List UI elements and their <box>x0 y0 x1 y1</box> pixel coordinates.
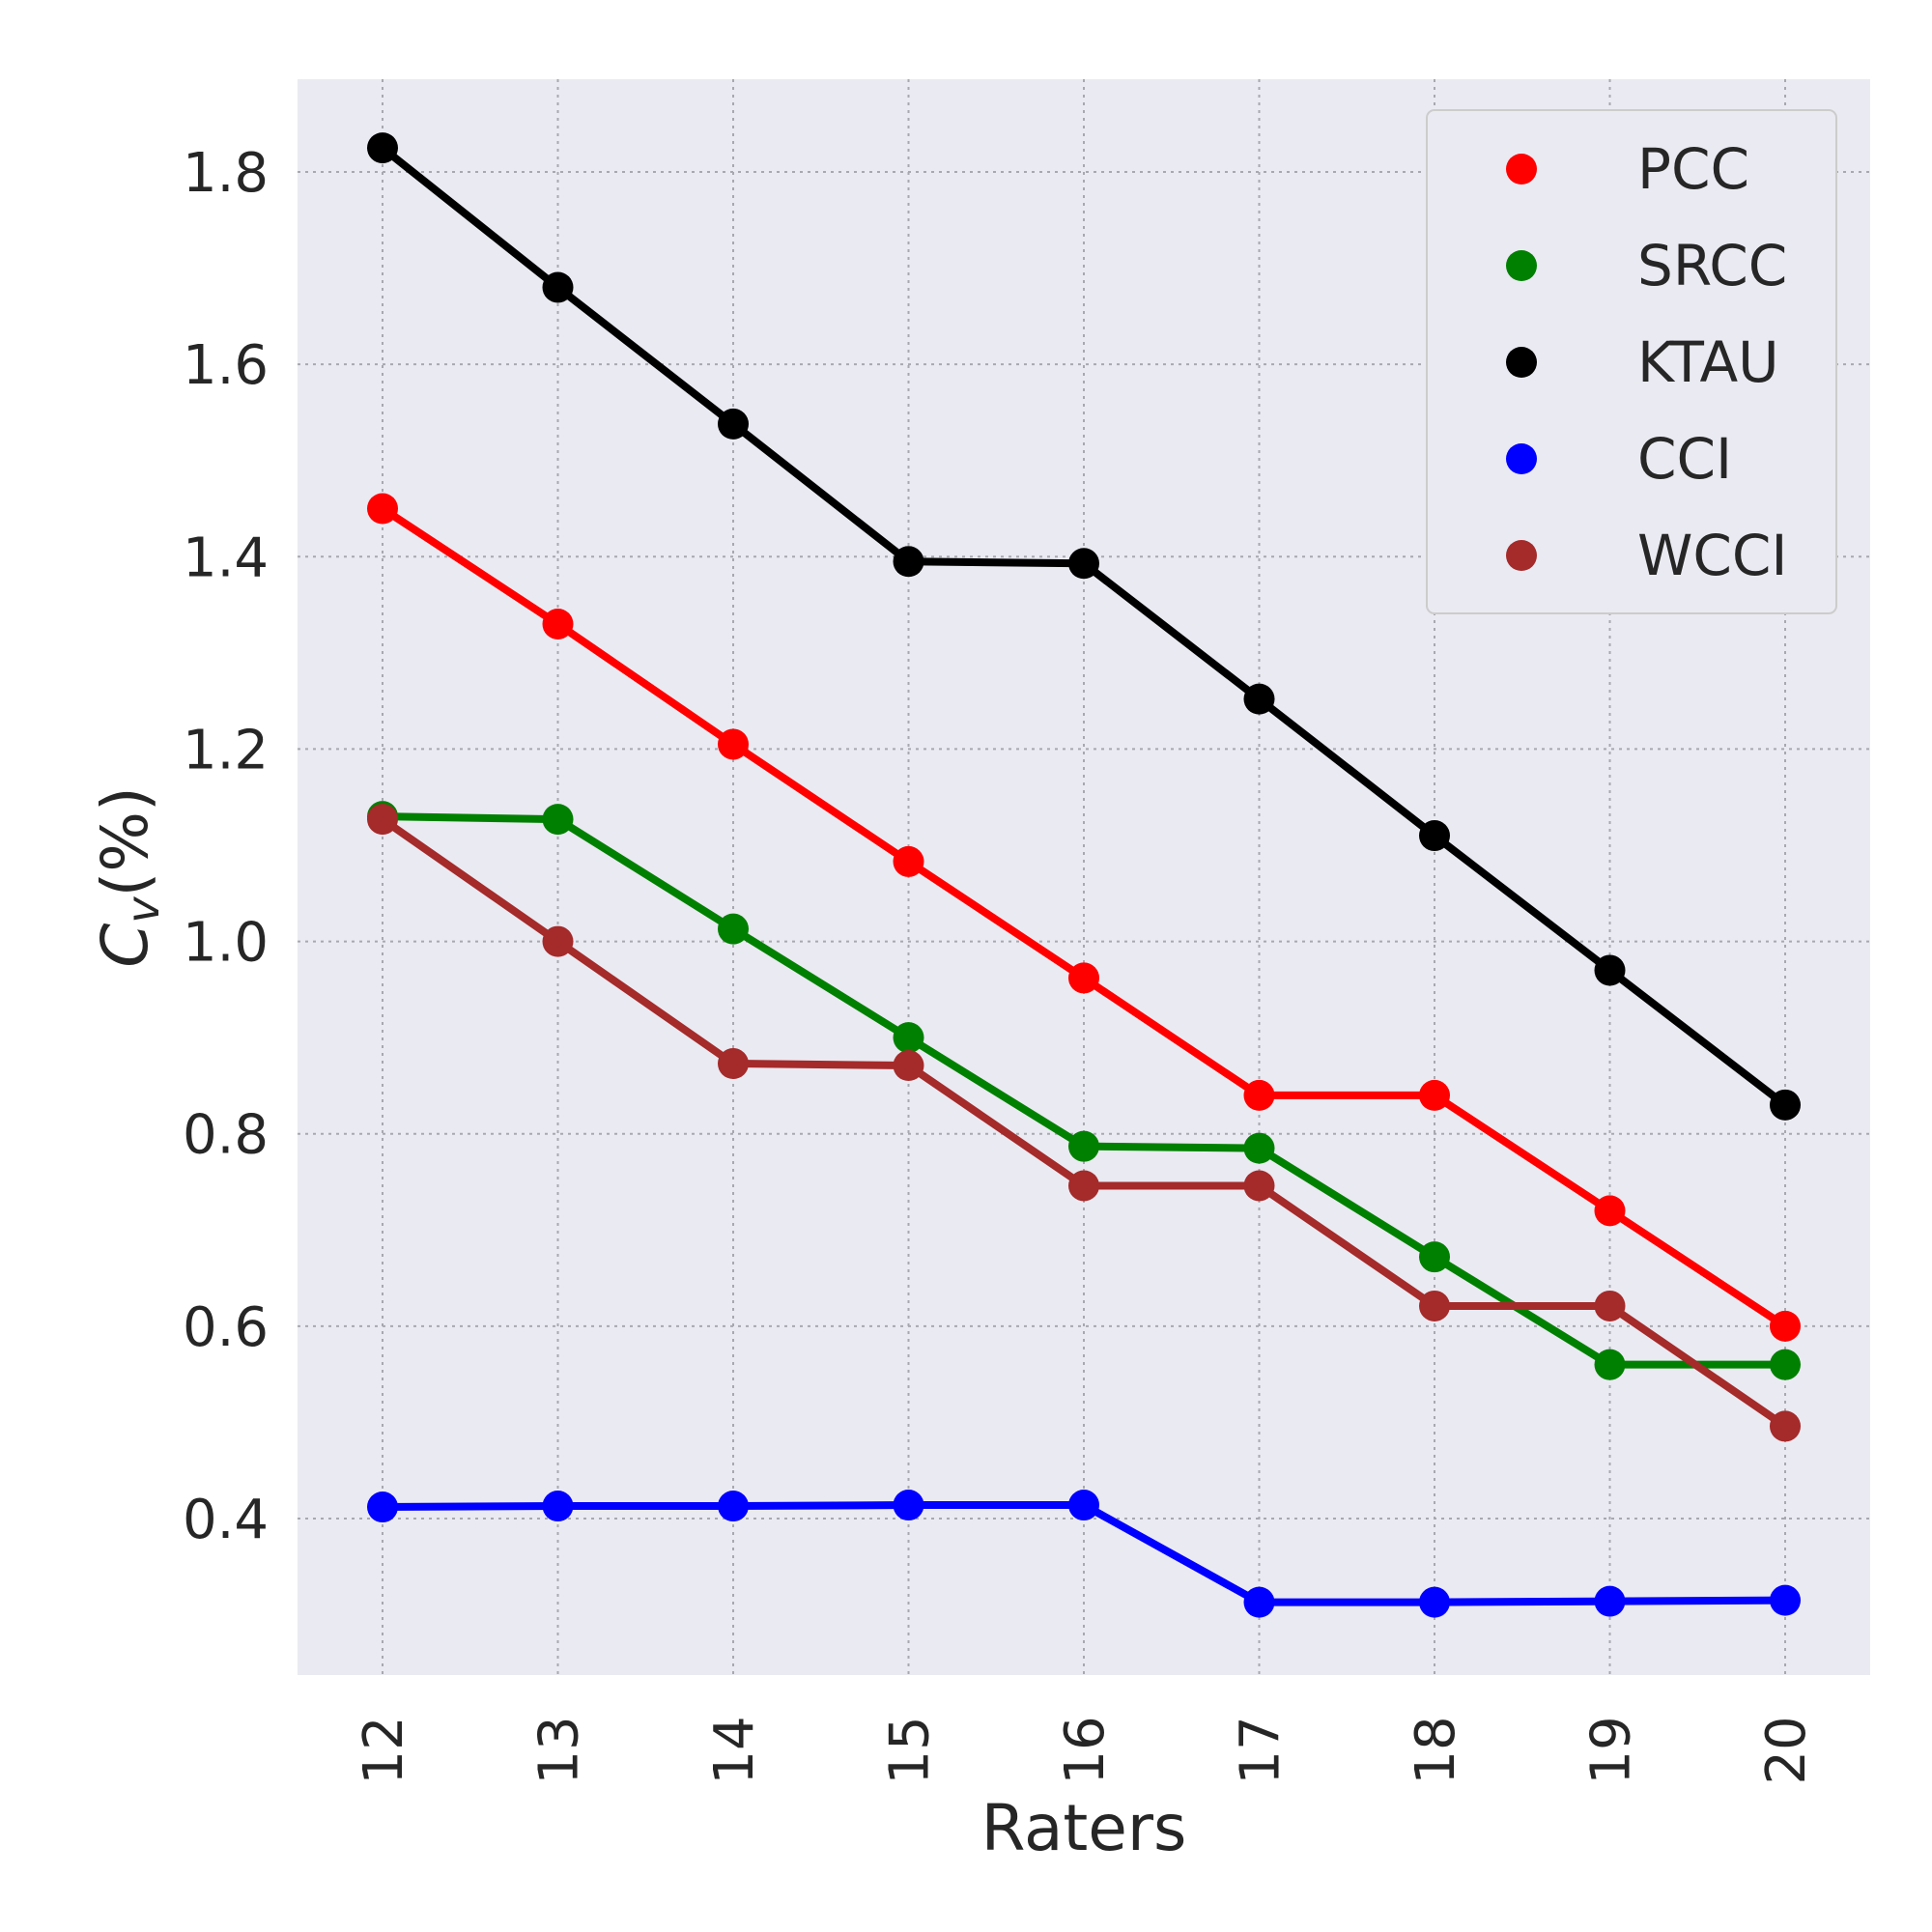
data-point-ktau-12 <box>367 132 398 164</box>
data-point-ktau-20 <box>1770 1089 1801 1121</box>
data-point-srcc-16 <box>1068 1130 1099 1162</box>
data-point-wcci-20 <box>1770 1410 1801 1442</box>
data-point-wcci-19 <box>1594 1290 1626 1321</box>
data-point-ktau-13 <box>542 271 574 303</box>
series-pcc <box>367 493 1801 1342</box>
y-axis-ticks: 0.4 0.6 0.8 1.0 1.2 1.4 1.6 1.8 <box>183 142 269 1551</box>
y-axis-label-suffix: (%) <box>88 786 162 896</box>
y-axis-label: Cv(%) <box>88 786 169 968</box>
legend: PCC SRCC KTAU CCI WCCI <box>1426 109 1837 614</box>
legend-label-srcc: SRCC <box>1637 233 1787 298</box>
x-tick-label-18: 18 <box>1405 1716 1467 1784</box>
data-point-cci-18 <box>1419 1586 1450 1618</box>
x-tick-label-17: 17 <box>1230 1716 1293 1784</box>
data-point-ktau-19 <box>1594 954 1626 986</box>
x-tick-label-19: 19 <box>1580 1716 1643 1784</box>
x-tick-label-13: 13 <box>528 1716 591 1784</box>
data-point-ktau-16 <box>1068 548 1099 580</box>
legend-marker-srcc <box>1506 250 1537 281</box>
data-point-cci-12 <box>367 1492 398 1523</box>
y-tick-label-1.0: 1.0 <box>183 912 269 975</box>
data-point-ktau-14 <box>718 408 749 440</box>
y-tick-label-1.6: 1.6 <box>183 334 269 397</box>
data-point-cci-20 <box>1770 1584 1801 1616</box>
data-point-srcc-20 <box>1770 1349 1801 1380</box>
legend-label-pcc: PCC <box>1637 136 1749 202</box>
legend-box <box>1426 109 1837 614</box>
legend-label-cci: CCI <box>1637 426 1732 492</box>
y-tick-label-0.8: 0.8 <box>183 1104 269 1167</box>
y-tick-label-0.4: 0.4 <box>183 1489 269 1551</box>
data-point-srcc-17 <box>1243 1132 1275 1164</box>
data-point-cci-19 <box>1594 1585 1626 1617</box>
data-point-pcc-18 <box>1419 1079 1450 1111</box>
x-tick-label-16: 16 <box>1054 1716 1117 1784</box>
y-tick-label-1.2: 1.2 <box>183 719 269 781</box>
x-tick-label-15: 15 <box>879 1716 942 1784</box>
legend-marker-wcci <box>1506 540 1537 571</box>
series-ktau <box>367 132 1801 1121</box>
legend-label-wcci: WCCI <box>1637 523 1787 588</box>
series-cci <box>367 1490 1801 1618</box>
y-tick-label-1.4: 1.4 <box>183 526 269 589</box>
series-layer <box>367 132 1801 1618</box>
data-point-srcc-15 <box>893 1022 924 1054</box>
data-point-pcc-20 <box>1770 1310 1801 1342</box>
x-axis-ticks: 12 13 14 15 16 17 18 19 20 <box>353 1716 1818 1784</box>
data-point-wcci-18 <box>1419 1290 1450 1321</box>
legend-marker-pcc <box>1506 154 1537 185</box>
data-point-ktau-18 <box>1419 820 1450 852</box>
data-point-srcc-19 <box>1594 1349 1626 1380</box>
x-tick-label-20: 20 <box>1755 1716 1818 1784</box>
data-point-wcci-15 <box>893 1050 924 1082</box>
data-point-ktau-17 <box>1243 683 1275 715</box>
y-tick-label-0.6: 0.6 <box>183 1296 269 1359</box>
y-axis-label-subscript: v <box>117 896 169 923</box>
data-point-pcc-16 <box>1068 962 1099 994</box>
series-srcc <box>367 801 1801 1380</box>
data-point-srcc-14 <box>718 913 749 945</box>
series-wcci <box>367 804 1801 1442</box>
y-tick-label-1.8: 1.8 <box>183 142 269 205</box>
x-tick-label-12: 12 <box>353 1716 415 1784</box>
data-point-cci-13 <box>542 1491 574 1522</box>
data-point-wcci-14 <box>718 1048 749 1080</box>
data-point-pcc-15 <box>893 845 924 877</box>
data-point-pcc-17 <box>1243 1079 1275 1111</box>
x-axis-label: Raters <box>981 1791 1187 1865</box>
data-point-pcc-14 <box>718 728 749 760</box>
data-point-cci-17 <box>1243 1586 1275 1618</box>
data-point-wcci-12 <box>367 804 398 836</box>
legend-marker-cci <box>1506 443 1537 474</box>
data-point-cci-16 <box>1068 1490 1099 1521</box>
data-point-wcci-16 <box>1068 1170 1099 1202</box>
legend-marker-ktau <box>1506 347 1537 378</box>
data-point-pcc-13 <box>542 608 574 639</box>
x-tick-label-14: 14 <box>703 1716 766 1784</box>
grid <box>298 79 1870 1675</box>
legend-label-ktau: KTAU <box>1637 329 1779 395</box>
y-axis-label-main: C <box>88 923 162 968</box>
data-point-pcc-19 <box>1594 1195 1626 1227</box>
data-point-wcci-13 <box>542 925 574 957</box>
data-point-srcc-18 <box>1419 1241 1450 1273</box>
data-point-cci-14 <box>718 1491 749 1522</box>
data-point-ktau-15 <box>893 546 924 578</box>
data-point-cci-15 <box>893 1490 924 1521</box>
data-point-pcc-12 <box>367 493 398 525</box>
data-point-srcc-13 <box>542 804 574 836</box>
data-point-wcci-17 <box>1243 1170 1275 1202</box>
